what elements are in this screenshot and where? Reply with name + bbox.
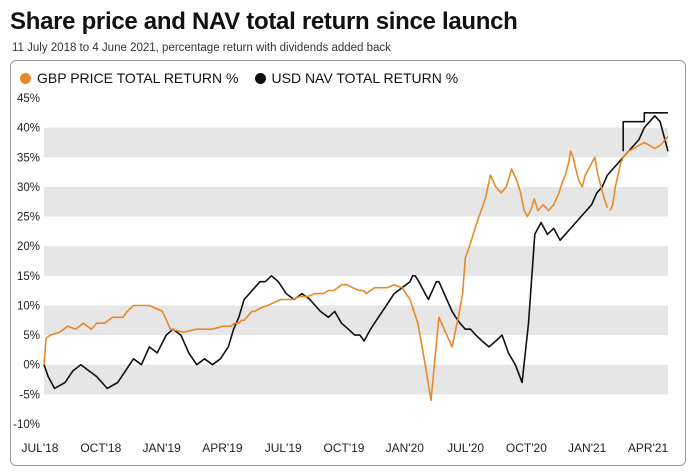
grid-band <box>44 305 668 336</box>
series-line-usd-end <box>622 112 668 152</box>
y-tick-label: 20% <box>17 241 40 253</box>
x-tick-label: JUL'20 <box>447 441 484 455</box>
grid-band <box>44 364 668 395</box>
y-tick-label: 30% <box>17 182 40 194</box>
y-tick-label: 40% <box>17 123 40 135</box>
chart-legend: GBP PRICE TOTAL RETURN % USD NAV TOTAL R… <box>20 70 474 86</box>
x-tick-label: APR'19 <box>202 441 243 455</box>
series-line-gbp-end <box>609 135 669 211</box>
x-tick-label: APR'21 <box>628 441 669 455</box>
x-tick-label: JAN'21 <box>568 441 607 455</box>
y-tick-label: -5% <box>20 389 40 401</box>
x-tick-label: OCT'18 <box>80 441 121 455</box>
legend-item-gbp: GBP PRICE TOTAL RETURN % <box>20 70 239 86</box>
legend-label-gbp: GBP PRICE TOTAL RETURN % <box>37 70 239 86</box>
x-tick-label: OCT'19 <box>324 441 365 455</box>
legend-item-usd: USD NAV TOTAL RETURN % <box>254 70 459 86</box>
series-line-gbp <box>43 150 609 402</box>
legend-swatch-usd <box>254 72 266 84</box>
y-tick-label: 25% <box>17 212 40 224</box>
grid-band <box>44 246 668 276</box>
y-tick-label: 0% <box>23 360 40 372</box>
grid-band <box>44 186 668 217</box>
chart-subtitle: 11 July 2018 to 4 June 2021, percentage … <box>12 42 391 54</box>
x-tick-label: OCT'20 <box>506 441 547 455</box>
chart-title: Share price and NAV total return since l… <box>10 8 518 35</box>
x-tick-label: JAN'20 <box>386 441 425 455</box>
y-tick-label: 35% <box>17 152 40 164</box>
x-tick-label: JUL'18 <box>22 441 59 455</box>
x-tick-label: JAN'19 <box>142 441 181 455</box>
legend-swatch-gbp <box>20 72 31 84</box>
x-tick-label: JUL'19 <box>265 441 302 455</box>
y-tick-label: 5% <box>23 330 40 342</box>
series-line-usd <box>43 115 669 390</box>
y-tick-label: 10% <box>17 300 40 312</box>
legend-label-usd: USD NAV TOTAL RETURN % <box>271 70 459 86</box>
grid-band <box>44 127 668 158</box>
y-tick-label: 45% <box>17 93 40 105</box>
y-tick-label: -10% <box>13 419 40 431</box>
y-tick-label: 15% <box>17 271 40 283</box>
